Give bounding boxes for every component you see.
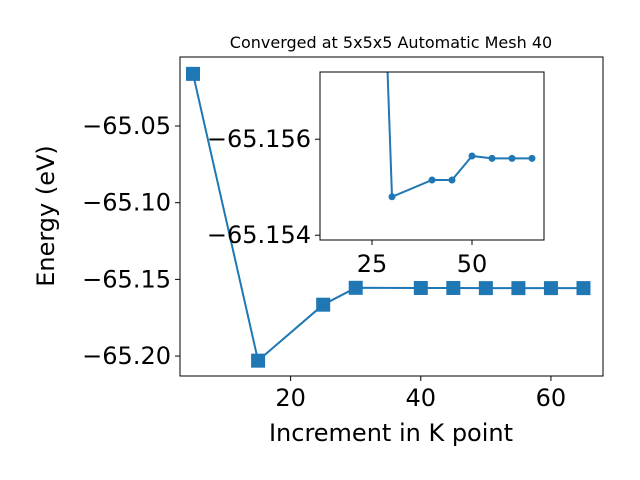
inset-point (508, 154, 516, 162)
main-y-tick-label: −65.10 (82, 189, 171, 217)
main-point (413, 280, 428, 295)
inset-y-tick-label: −65.154 (207, 221, 311, 249)
main-point (446, 280, 461, 295)
main-frame (179, 56, 604, 377)
main-data-layer (186, 66, 591, 368)
inset-point (528, 154, 536, 162)
main-point (316, 297, 331, 312)
main-series-line (192, 73, 584, 362)
inset-y-tick-label: −65.156 (207, 125, 311, 153)
inset-plot-area (320, 72, 544, 240)
inset-x-tick-label: 50 (457, 250, 488, 278)
main-x-tick-label: 40 (406, 384, 437, 412)
chart-title: Converged at 5x5x5 Automatic Mesh 40 (230, 33, 552, 52)
inset-data-layer (386, 72, 536, 201)
main-x-tick-label: 60 (536, 384, 567, 412)
main-point (186, 66, 201, 81)
main-y-tick-label: −65.05 (82, 112, 171, 140)
inset-point (468, 152, 476, 160)
main-point (348, 280, 363, 295)
inset-x-tick-label: 25 (357, 250, 388, 278)
inset-frame (319, 71, 545, 241)
main-point (543, 281, 558, 296)
inset-plot: 25 50 −65.156 −65.154 (207, 71, 545, 278)
inset-point (488, 154, 496, 162)
main-y-tick-label: −65.15 (82, 265, 171, 293)
main-point (478, 281, 493, 296)
inset-point (448, 176, 456, 184)
main-point (251, 353, 266, 368)
inset-point (428, 176, 436, 184)
main-x-tick-label: 20 (275, 384, 306, 412)
main-point (511, 281, 526, 296)
inset-point (388, 193, 396, 201)
x-axis-label: Increment in K point (269, 419, 513, 447)
main-point (576, 281, 591, 296)
y-axis-label: Energy (eV) (32, 145, 60, 287)
main-y-tick-label: −65.20 (82, 342, 171, 370)
